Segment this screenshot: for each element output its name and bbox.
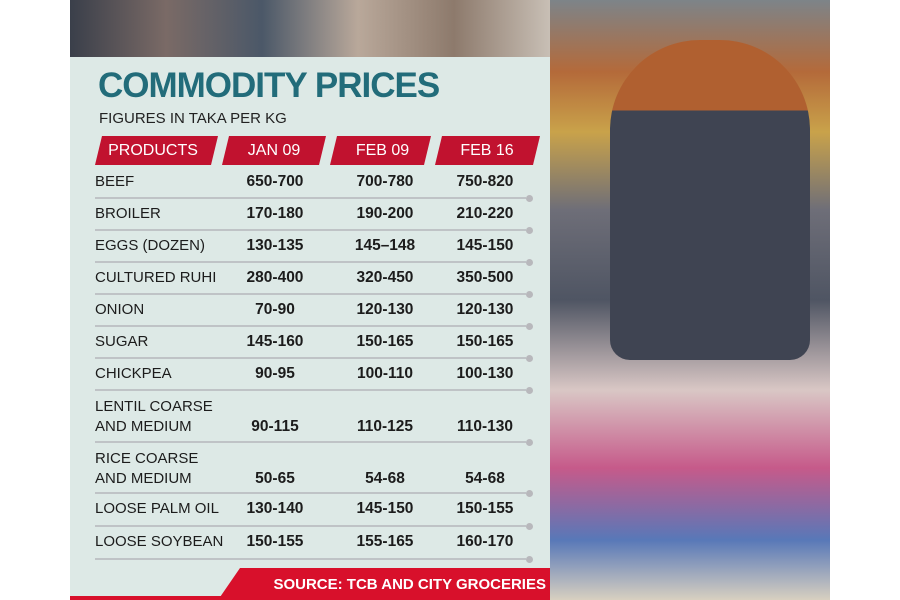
row-divider <box>95 492 526 494</box>
price-cell: 130-140 <box>246 500 304 517</box>
price-cell: 110-130 <box>456 418 514 435</box>
product-name: LOOSE SOYBEAN <box>95 533 224 550</box>
row-divider <box>95 197 526 199</box>
row-divider-dot <box>526 522 533 530</box>
product-name: LOOSE PALM OIL <box>95 500 219 517</box>
row-divider-dot <box>526 354 533 362</box>
row-divider <box>95 325 526 327</box>
price-cell: 650-700 <box>246 173 304 190</box>
row-divider <box>95 558 526 560</box>
row-divider <box>95 389 526 391</box>
vendor-photo <box>550 0 830 600</box>
row-divider-dot <box>526 386 533 394</box>
price-cell: 155-165 <box>356 533 414 550</box>
header-feb16: FEB 16 <box>460 142 514 159</box>
header-jan09: JAN 09 <box>247 142 301 159</box>
price-cell: 70-90 <box>255 301 295 318</box>
price-cell: 170-180 <box>246 205 304 222</box>
row-divider-dot <box>526 489 533 497</box>
header-feb09: FEB 09 <box>355 142 410 159</box>
price-cell: 145-150 <box>356 500 414 517</box>
row-divider-dot <box>526 322 533 330</box>
price-cell: 130-135 <box>246 237 304 254</box>
row-divider <box>95 293 526 295</box>
product-name: BROILER <box>95 205 161 222</box>
product-name: SUGAR <box>95 333 149 350</box>
header-bg-jan09 <box>222 136 326 165</box>
price-cell: 145-150 <box>456 237 514 254</box>
price-cell: 750-820 <box>456 173 514 190</box>
price-cell: 145-160 <box>246 333 304 350</box>
row-divider-dot <box>526 194 533 202</box>
row-divider-dot <box>526 226 533 234</box>
header-bg-products <box>95 136 218 165</box>
product-name: LENTIL COARSE <box>95 398 213 415</box>
product-name: EGGS (DOZEN) <box>95 237 206 254</box>
price-cell: 210-220 <box>456 205 514 222</box>
market-crowd-photo <box>70 0 550 58</box>
price-cell: 190-200 <box>356 205 414 222</box>
price-cell: 320-450 <box>356 269 414 286</box>
row-divider <box>95 441 526 443</box>
infographic-title: COMMODITY PRICES <box>98 66 440 105</box>
price-cell: 54-68 <box>465 470 505 487</box>
price-cell: 50-65 <box>255 470 295 487</box>
price-cell: 160-170 <box>456 533 514 550</box>
row-divider <box>95 229 526 231</box>
header-products: PRODUCTS <box>108 142 198 159</box>
row-divider-dot <box>526 290 533 298</box>
row-divider-dot <box>526 555 533 563</box>
price-cell: 120-130 <box>456 301 514 318</box>
product-name: RICE COARSE <box>95 450 199 467</box>
row-divider-dot <box>526 438 533 446</box>
source-bar <box>218 568 550 600</box>
source-text: SOURCE: TCB AND CITY GROCERIES <box>273 576 546 593</box>
price-cell: 150-155 <box>456 500 514 517</box>
row-divider <box>95 525 526 527</box>
product-name: BEEF <box>95 173 135 190</box>
product-name: AND MEDIUM <box>95 470 192 487</box>
infographic-subtitle: FIGURES IN TAKA PER KG <box>99 110 287 127</box>
header-bg-feb16 <box>435 136 540 165</box>
price-cell: 150-165 <box>356 333 414 350</box>
price-cell: 150-165 <box>456 333 514 350</box>
vendor-figure <box>610 40 810 360</box>
product-name: ONION <box>95 301 145 318</box>
price-cell: 90-115 <box>251 418 299 435</box>
price-cell: 90-95 <box>255 365 295 382</box>
bottom-red-strip <box>70 596 230 600</box>
product-name: CULTURED RUHI <box>95 269 217 286</box>
price-cell: 150-155 <box>246 533 304 550</box>
price-cell: 100-130 <box>456 365 514 382</box>
price-cell: 120-130 <box>356 301 414 318</box>
price-cell: 350-500 <box>456 269 514 286</box>
row-divider <box>95 357 526 359</box>
price-cell: 280-400 <box>246 269 304 286</box>
row-divider-dot <box>526 258 533 266</box>
price-cell: 145–148 <box>354 237 416 254</box>
header-bg-feb09 <box>330 136 431 165</box>
product-name: AND MEDIUM <box>95 418 192 435</box>
product-name: CHICKPEA <box>95 365 172 382</box>
price-cell: 700-780 <box>356 173 414 190</box>
price-cell: 100-110 <box>356 365 414 382</box>
price-cell: 110-125 <box>356 418 414 435</box>
row-divider <box>95 261 526 263</box>
price-cell: 54-68 <box>365 470 405 487</box>
